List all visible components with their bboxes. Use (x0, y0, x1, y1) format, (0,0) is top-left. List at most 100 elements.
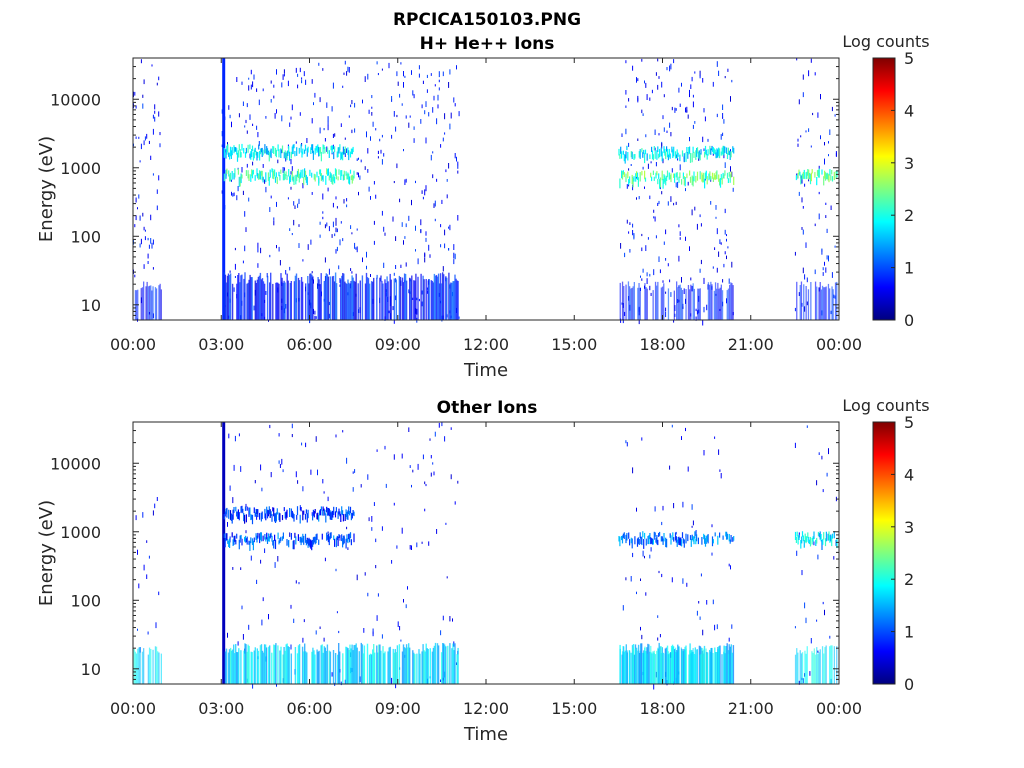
speckle-mark (645, 592, 647, 596)
low-energy-mark (797, 652, 799, 684)
speckle-mark (301, 77, 303, 80)
low-energy-mark (395, 652, 397, 684)
speckle-mark (821, 249, 823, 255)
speckle-mark (375, 538, 377, 543)
speckle-mark (421, 290, 423, 295)
speckle-mark (649, 273, 651, 277)
speckle-mark (426, 74, 428, 78)
x-tick-label: 12:00 (463, 335, 509, 354)
low-energy-mark (825, 645, 827, 684)
band-mark (644, 177, 647, 182)
band-mark (256, 535, 258, 543)
speckle-mark (146, 540, 148, 543)
band-mark (310, 147, 312, 154)
speckle-mark (351, 129, 353, 134)
speckle-mark (444, 229, 446, 236)
band-mark (642, 531, 644, 537)
band-mark (665, 151, 667, 160)
low-energy-mark (346, 647, 348, 684)
low-energy-mark (651, 653, 653, 684)
band-mark (244, 506, 247, 511)
low-energy-mark (326, 274, 329, 320)
speckle-mark (363, 628, 365, 633)
band-mark (650, 537, 652, 545)
speckle-mark (440, 244, 442, 248)
speckle-mark (632, 552, 634, 558)
low-energy-mark (384, 279, 386, 320)
band-mark (235, 506, 237, 512)
band-mark (236, 511, 238, 517)
band-mark (696, 534, 698, 542)
speckle-mark (446, 194, 448, 199)
low-energy-mark (393, 652, 395, 684)
colorbar-tick-label: 2 (904, 570, 914, 589)
speckle-mark (261, 619, 263, 626)
band-mark (337, 511, 339, 519)
band-mark (798, 169, 800, 175)
speckle-mark (380, 275, 382, 279)
band-mark (829, 535, 831, 543)
speckle-mark (452, 618, 453, 622)
low-energy-mark (141, 651, 144, 684)
band-mark (314, 174, 316, 182)
speckle-mark (260, 464, 262, 471)
low-energy-mark (347, 279, 349, 320)
speckle-mark (154, 116, 156, 122)
band-mark (259, 151, 261, 161)
speckle-mark (727, 68, 729, 72)
speckle-mark (644, 555, 645, 559)
low-energy-mark (432, 282, 435, 320)
band-mark (262, 535, 264, 542)
low-energy-mark (247, 282, 249, 320)
band-mark (264, 534, 266, 540)
speckle-mark (138, 583, 140, 589)
band-mark (641, 148, 643, 153)
low-energy-mark (311, 651, 313, 684)
band-mark (687, 152, 689, 159)
band-mark (317, 512, 319, 520)
speckle-mark (673, 59, 675, 64)
band-mark (658, 532, 660, 537)
band-mark (331, 145, 333, 154)
band-mark (271, 514, 273, 522)
low-energy-mark (817, 654, 819, 684)
speckle-mark (139, 243, 141, 248)
band-mark (686, 147, 688, 153)
speckle-mark (293, 201, 295, 206)
speckle-mark (338, 265, 340, 270)
speckle-mark (650, 292, 652, 296)
low-energy-mark (813, 648, 815, 684)
band-mark (228, 152, 230, 157)
low-energy-mark (712, 653, 714, 684)
low-energy-mark (355, 273, 357, 320)
band-mark (625, 534, 627, 544)
band-mark (236, 511, 239, 519)
low-energy-mark (263, 644, 266, 684)
band-mark (668, 172, 670, 180)
low-energy-mark (410, 279, 412, 320)
band-mark (328, 150, 330, 158)
band-mark (679, 172, 681, 178)
speckle-mark (420, 119, 422, 124)
low-energy-mark (303, 651, 305, 684)
band-mark (231, 514, 233, 524)
low-energy-mark (829, 646, 831, 684)
band-mark (250, 174, 252, 182)
speckle-mark (364, 572, 366, 576)
band-mark (659, 148, 661, 158)
low-energy-mark (236, 652, 238, 684)
low-energy-mark (152, 649, 154, 684)
low-energy-mark (821, 646, 824, 684)
low-energy-mark (275, 643, 277, 684)
band-mark (657, 178, 659, 185)
band-mark (342, 146, 344, 155)
band-mark (712, 177, 714, 182)
low-energy-mark (262, 652, 265, 684)
band-mark (324, 509, 326, 515)
low-energy-mark (821, 285, 824, 320)
speckle-mark (629, 249, 631, 253)
band-mark (619, 536, 621, 547)
low-energy-mark (366, 277, 369, 320)
speckle-mark (360, 159, 362, 163)
band-mark (347, 538, 349, 544)
